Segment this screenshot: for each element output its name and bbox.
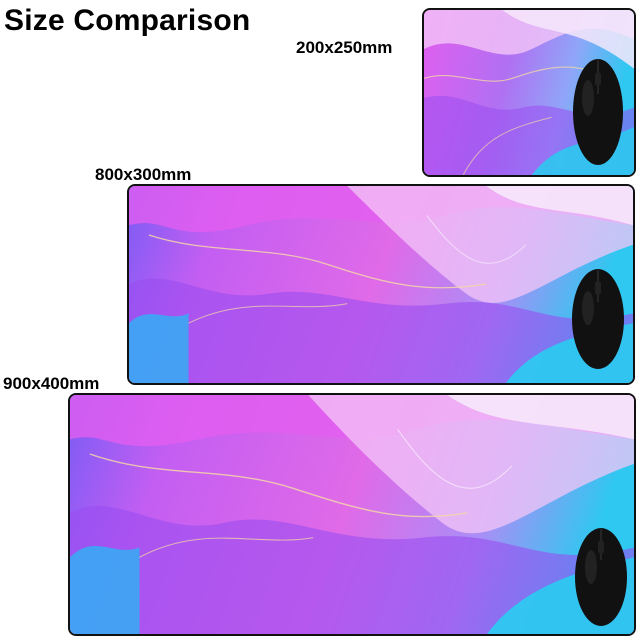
size-label-small: 200x250mm: [296, 38, 393, 57]
mouse-icon: [572, 269, 624, 369]
page-title: Size Comparison: [4, 4, 251, 37]
size-label-medium: 800x300mm: [95, 165, 192, 184]
mousepad-small: [422, 8, 636, 177]
mouse-icon: [573, 59, 623, 165]
mousepad-large: [68, 393, 636, 636]
size-label-large: 900x400mm: [3, 374, 100, 393]
mouse-icon: [575, 528, 627, 626]
mousepad-medium: [127, 184, 635, 385]
